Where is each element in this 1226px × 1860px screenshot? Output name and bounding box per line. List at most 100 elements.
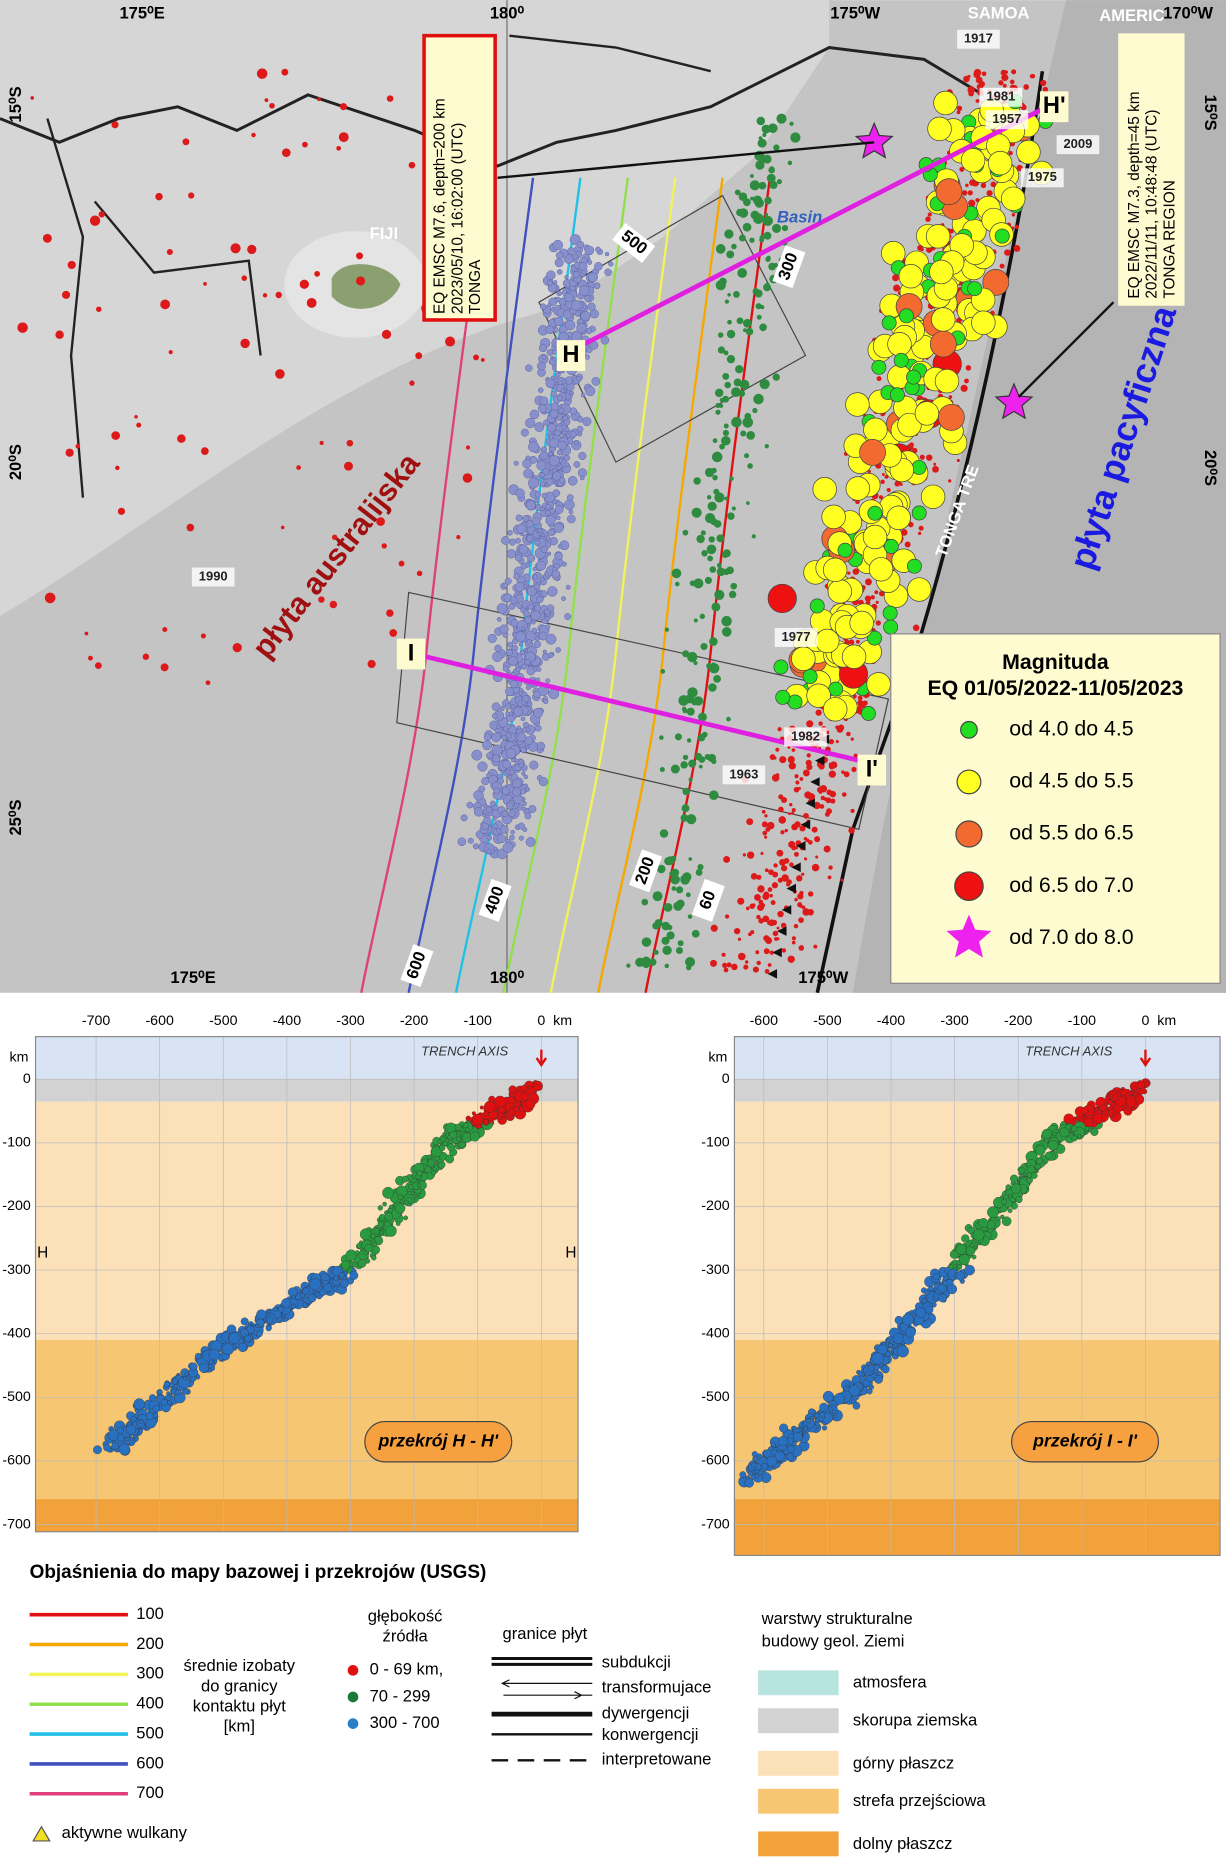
- seismic-dot: [481, 777, 490, 786]
- seismic-dot: [881, 472, 885, 476]
- seismic-dot: [537, 387, 544, 393]
- seismic-dot: [314, 270, 321, 277]
- seismic-dot: [492, 754, 501, 763]
- hypocenter: [961, 1234, 970, 1243]
- seismic-dot: [506, 802, 514, 810]
- hypocenter: [166, 1391, 171, 1396]
- seismic-dot: [386, 95, 394, 102]
- hypocenter: [1044, 1151, 1053, 1160]
- hypocenter: [1108, 1105, 1114, 1111]
- seismic-dot: [67, 260, 76, 270]
- seismic-dot: [848, 827, 855, 834]
- seismic-dot: [762, 132, 767, 137]
- seismic-dot: [570, 300, 582, 311]
- seismic-dot: [918, 525, 924, 531]
- seismic-dot: [203, 282, 207, 286]
- hypocenter: [972, 1228, 985, 1241]
- seismic-dot: [807, 891, 814, 897]
- seismic-dot: [880, 479, 885, 485]
- seismic-dot: [594, 262, 603, 271]
- hypocenter: [958, 1254, 970, 1266]
- map-label: 2009: [1063, 136, 1092, 151]
- seismic-dot: [545, 325, 555, 335]
- seismic-dot: [487, 835, 493, 841]
- seismic-dot: [789, 121, 794, 126]
- y-tick-label: -400: [701, 1325, 730, 1341]
- seismic-dot: [574, 440, 579, 446]
- seismic-dot: [731, 416, 742, 428]
- quake: [906, 558, 922, 574]
- seismic-dot: [787, 955, 795, 963]
- y-tick-label: -200: [701, 1198, 730, 1214]
- legend-text: budowy geol. Ziemi: [762, 1631, 905, 1650]
- seismic-dot: [514, 554, 522, 562]
- x-tick-label: -300: [940, 1013, 969, 1029]
- hypocenter: [791, 1441, 797, 1446]
- hypocenter: [171, 1378, 178, 1385]
- hypocenter: [770, 1442, 776, 1447]
- hypocenter: [925, 1305, 934, 1314]
- seismic-dot: [716, 563, 722, 568]
- seismic-dot: [948, 395, 953, 399]
- map-label: 170⁰W: [1163, 4, 1213, 23]
- seismic-dot: [823, 845, 831, 853]
- seismic-dot: [789, 803, 793, 807]
- hypocenter: [766, 1455, 778, 1467]
- seismic-dot: [799, 777, 804, 781]
- seismic-dot: [552, 357, 557, 362]
- x-tick-label: -600: [145, 1013, 174, 1029]
- seismic-dot: [746, 430, 756, 440]
- seismic-dot: [550, 306, 556, 312]
- hypocenter: [527, 1085, 532, 1090]
- seismic-dot: [545, 515, 556, 526]
- seismic-dot: [136, 422, 142, 428]
- plate-boundary: [509, 34, 712, 73]
- seismic-dot: [534, 724, 542, 732]
- event-star: [854, 121, 894, 159]
- profile-tag: [556, 340, 586, 371]
- seismic-dot: [502, 665, 509, 672]
- seismic-dot: [693, 660, 698, 666]
- hypocenter: [277, 1306, 284, 1313]
- seismic-dot: [491, 744, 503, 756]
- seismic-dot: [708, 536, 715, 543]
- map-label: H': [1043, 93, 1066, 119]
- hypocenter: [1077, 1134, 1082, 1139]
- map-label: I: [408, 640, 415, 666]
- seismic-dot: [671, 886, 677, 891]
- hypocenter: [370, 1233, 376, 1239]
- isobath: [549, 177, 677, 994]
- hypocenter: [373, 1228, 380, 1235]
- seismic-dot: [813, 801, 821, 810]
- hypocenter: [485, 1115, 491, 1121]
- x-tick-label: -400: [877, 1013, 906, 1029]
- seismic-dot: [473, 790, 484, 801]
- seismic-dot: [874, 590, 879, 595]
- trench-arrow: [535, 1049, 548, 1068]
- seismic-dot: [493, 846, 498, 851]
- hypocenter: [833, 1393, 846, 1405]
- seismic-dot: [317, 97, 321, 102]
- seismic-dot: [527, 554, 536, 562]
- quake: [849, 610, 874, 636]
- map-label: 20⁰S: [6, 444, 25, 480]
- x-tick-label: 0: [537, 1013, 545, 1029]
- seismic-dot: [674, 733, 682, 741]
- seismic-dot: [670, 874, 680, 885]
- quake: [791, 646, 816, 671]
- map-label: FIJI: [370, 224, 399, 243]
- hypocenter: [456, 1136, 462, 1142]
- seismic-dot: [200, 447, 209, 456]
- hypocenter: [182, 1376, 188, 1381]
- map-label: Basin: [777, 207, 822, 226]
- seismic-dot: [775, 747, 780, 752]
- quake: [994, 228, 1010, 244]
- seismic-dot: [409, 380, 415, 386]
- hypocenter: [786, 1452, 795, 1461]
- hypocenter: [314, 1292, 320, 1297]
- seismic-dot: [794, 851, 799, 857]
- seismic-dot: [536, 560, 547, 571]
- seismic-dot: [501, 810, 508, 817]
- seismic-dot: [791, 811, 795, 815]
- seismic-dot: [580, 393, 586, 398]
